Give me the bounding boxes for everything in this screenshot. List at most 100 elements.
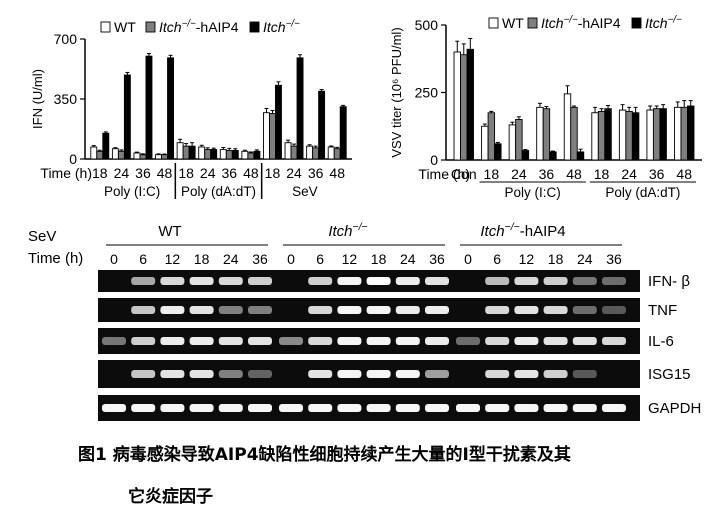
gel-group-label: WT bbox=[158, 223, 181, 240]
bar bbox=[133, 152, 141, 160]
bar bbox=[182, 145, 190, 160]
x-tick-label: 48 bbox=[157, 165, 173, 181]
bar bbox=[481, 125, 489, 161]
gel-band bbox=[248, 404, 272, 412]
gel-band bbox=[395, 306, 420, 314]
bar bbox=[123, 74, 131, 160]
bar bbox=[604, 108, 612, 161]
gel-band bbox=[572, 337, 597, 345]
legend-swatch bbox=[145, 21, 156, 33]
gel-band bbox=[218, 337, 243, 345]
gel-band bbox=[485, 277, 510, 285]
gel-time-label: 0 bbox=[287, 251, 295, 267]
gel-band bbox=[131, 404, 156, 412]
bar bbox=[487, 112, 496, 161]
gel-band bbox=[337, 370, 362, 378]
gel-time-label: 24 bbox=[400, 251, 416, 267]
bar bbox=[290, 145, 298, 160]
bar bbox=[680, 106, 688, 161]
gel-band bbox=[543, 404, 568, 412]
gel-band bbox=[248, 370, 272, 378]
bar bbox=[687, 105, 695, 161]
x-tick-label: 36 bbox=[649, 166, 665, 182]
bar bbox=[139, 154, 147, 160]
gel-band bbox=[602, 337, 626, 345]
x-tick-label: 48 bbox=[676, 166, 692, 182]
bar bbox=[576, 151, 585, 161]
gel-time-label: 0 bbox=[110, 251, 118, 267]
legend-swatch bbox=[100, 21, 111, 33]
gel-band bbox=[514, 306, 539, 314]
gel-band bbox=[485, 306, 510, 314]
gel-band bbox=[102, 404, 126, 412]
gel-band bbox=[366, 337, 391, 345]
gel-band bbox=[248, 306, 272, 314]
bar bbox=[327, 146, 335, 160]
bar bbox=[90, 146, 98, 160]
gel-band bbox=[543, 306, 568, 314]
bar bbox=[646, 109, 654, 161]
x-axis-label: Time (h) bbox=[418, 166, 470, 182]
y-tick-label: 350 bbox=[54, 91, 78, 107]
x-tick-label: 18 bbox=[594, 166, 610, 182]
gel-band bbox=[572, 306, 597, 314]
gel-band bbox=[160, 337, 185, 345]
gel-band bbox=[602, 404, 626, 412]
x-tick-label: 48 bbox=[566, 166, 582, 182]
bar bbox=[659, 108, 667, 161]
figure-caption-line-1: 图1 病毒感染导致AIP4缺陷性细胞持续产生大量的I型干扰素及其 bbox=[78, 445, 571, 465]
gel-band bbox=[514, 277, 539, 285]
bar bbox=[563, 93, 572, 161]
x-tick-label: 36 bbox=[222, 165, 238, 181]
x-tick-label: 24 bbox=[200, 165, 216, 181]
gel-band bbox=[102, 337, 126, 345]
bar bbox=[241, 150, 249, 160]
bar bbox=[275, 84, 282, 160]
legend-swatch bbox=[488, 17, 499, 29]
gel-band bbox=[543, 337, 568, 345]
bar bbox=[102, 132, 110, 160]
gel-band bbox=[189, 370, 214, 378]
gel-band bbox=[543, 277, 568, 285]
gel-band bbox=[308, 277, 333, 285]
gel-band bbox=[189, 277, 214, 285]
group-label: Poly (dA:dT) bbox=[181, 184, 256, 199]
bar bbox=[296, 57, 304, 160]
gel-band bbox=[485, 404, 510, 412]
bar bbox=[225, 149, 233, 160]
bar bbox=[111, 148, 119, 160]
bar bbox=[117, 150, 125, 160]
bar bbox=[508, 124, 517, 161]
gel-band bbox=[337, 277, 362, 285]
x-tick-label: 24 bbox=[114, 165, 130, 181]
bar bbox=[176, 142, 184, 160]
gel-band bbox=[572, 370, 597, 378]
legend-label: WT bbox=[502, 15, 524, 31]
bar bbox=[155, 154, 162, 160]
gel-band bbox=[366, 404, 391, 412]
bar bbox=[204, 149, 212, 160]
gel-band bbox=[456, 337, 480, 345]
gel-band bbox=[425, 337, 449, 345]
bar bbox=[460, 54, 468, 161]
gel-row-label: IL-6 bbox=[648, 333, 674, 350]
gel-band bbox=[337, 306, 362, 314]
gel-band bbox=[279, 337, 303, 345]
gel-row-label: IFN- β bbox=[648, 273, 690, 290]
bar bbox=[536, 106, 544, 161]
x-tick-label: Con bbox=[451, 166, 477, 182]
gel-time-label: 36 bbox=[252, 251, 268, 267]
gel-time-label: 0 bbox=[464, 251, 472, 267]
x-axis-label: Time (h) bbox=[40, 165, 92, 181]
gel-group-label: Itch−/− bbox=[328, 221, 367, 240]
bar bbox=[339, 106, 347, 160]
legend-label: Itch−/−-hAIP4 bbox=[159, 18, 239, 35]
gel-band bbox=[395, 277, 420, 285]
gel-time-label: 24 bbox=[223, 251, 239, 267]
bar bbox=[306, 145, 314, 160]
y-axis-label: IFN (U/ml) bbox=[30, 69, 45, 129]
bar bbox=[453, 51, 461, 161]
gel-time-label: 6 bbox=[139, 251, 147, 267]
time-label: Time (h) bbox=[28, 250, 83, 267]
bar bbox=[521, 150, 530, 161]
